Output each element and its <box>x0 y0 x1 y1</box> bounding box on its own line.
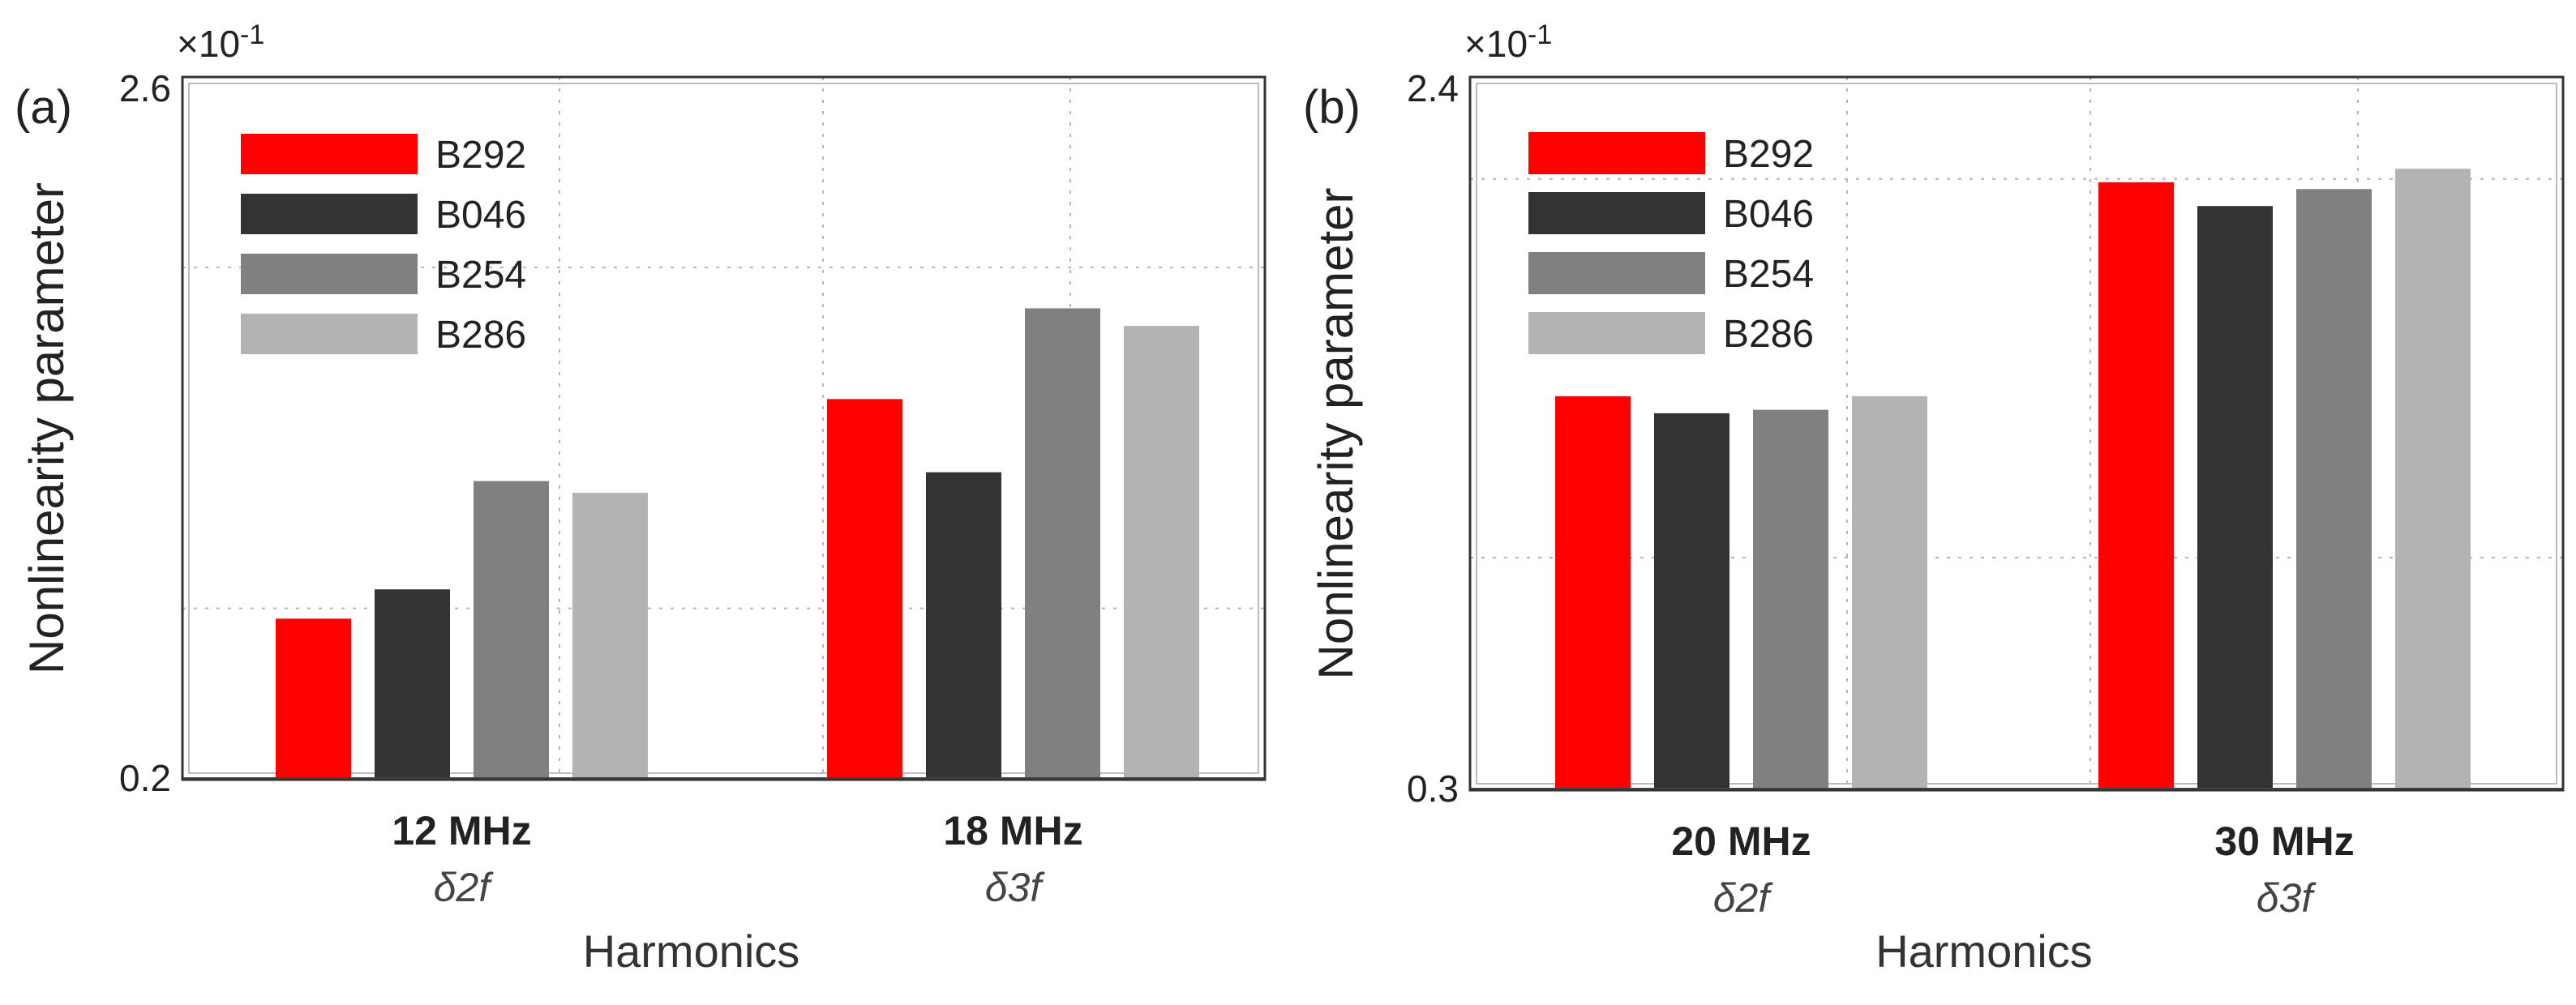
bar-b292-20mhz <box>1555 396 1631 789</box>
legend-swatch-b292 <box>241 134 418 174</box>
panel-label: (a) <box>15 81 72 134</box>
legend-swatch-b286 <box>1528 312 1705 354</box>
y-axis-label: Nonlinearity parameter <box>1309 188 1363 680</box>
legend-label-b046: B046 <box>435 194 526 237</box>
legend-label-b254: B254 <box>1723 253 1814 296</box>
bar-b046-30mhz <box>2197 206 2273 789</box>
legend-label-b286: B286 <box>1723 313 1814 356</box>
bar-b292-18mhz <box>827 399 902 778</box>
legend-swatch-b254 <box>241 254 418 294</box>
x-axis-label: Harmonics <box>1875 926 2093 977</box>
legend-swatch-b046 <box>1528 192 1705 234</box>
bar-b286-20mhz <box>1852 396 1927 789</box>
axes-frame <box>181 75 1267 781</box>
legend-swatch-b254 <box>1528 252 1705 294</box>
bar-b046-20mhz <box>1654 413 1729 789</box>
legend-swatch-b286 <box>241 314 418 354</box>
y-tick-label-min: 0.2 <box>119 757 171 799</box>
category-label: 20 MHz <box>1671 819 1811 864</box>
category-sublabel: δ2f <box>1713 875 1774 921</box>
chart-panel-a: (a) Nonlinearity parameter ×10-1 12 MHz δ2f 1… <box>15 19 1267 977</box>
legend-swatch-b292 <box>1528 132 1705 174</box>
category-sublabel: δ3f <box>2257 875 2317 921</box>
panel-label: (b) <box>1303 81 1361 134</box>
legend-label-b046: B046 <box>1723 193 1814 236</box>
y-tick-label-max: 2.4 <box>1407 67 1459 109</box>
bar-b254-30mhz <box>2296 189 2372 789</box>
category-sublabel: δ3f <box>985 865 1046 910</box>
bar-b046-12mhz <box>375 589 450 778</box>
bar-b286-12mhz <box>572 492 648 778</box>
category-sublabel: δ2f <box>434 865 495 910</box>
x-axis-label: Harmonics <box>583 926 800 977</box>
bar-b254-20mhz <box>1753 409 1828 789</box>
category-label: 18 MHz <box>943 808 1082 853</box>
bar-b046-18mhz <box>926 472 1001 778</box>
bar-b292-30mhz <box>2098 182 2174 789</box>
y-exponent-label: ×10-1 <box>177 19 264 65</box>
legend-swatch-b046 <box>241 194 418 234</box>
bar-b286-18mhz <box>1124 326 1199 778</box>
plot-inner-frame <box>188 83 1259 774</box>
category-label: 12 MHz <box>392 808 531 853</box>
bar-b286-30mhz <box>2395 169 2471 789</box>
bar-b292-12mhz <box>276 618 351 778</box>
legend-label-b254: B254 <box>435 254 526 297</box>
axes-frame <box>1468 75 2565 792</box>
legend-label-b292: B292 <box>435 134 526 177</box>
y-tick-label-min: 0.3 <box>1407 768 1459 810</box>
legend-label-b286: B286 <box>435 314 526 357</box>
plot-inner-frame <box>1476 83 2557 785</box>
chart-panel-b: (b) Nonlinearity parameter ×10-1 20 MHz δ2f 3… <box>1303 19 2565 977</box>
bar-b254-18mhz <box>1025 308 1100 778</box>
bar-b254-12mhz <box>474 481 549 778</box>
legend-label-b292: B292 <box>1723 133 1814 176</box>
y-tick-label-max: 2.6 <box>119 67 171 109</box>
category-label: 30 MHz <box>2214 819 2354 864</box>
y-exponent-label: ×10-1 <box>1464 19 1552 65</box>
y-axis-label: Nonlinearity parameter <box>19 182 74 674</box>
